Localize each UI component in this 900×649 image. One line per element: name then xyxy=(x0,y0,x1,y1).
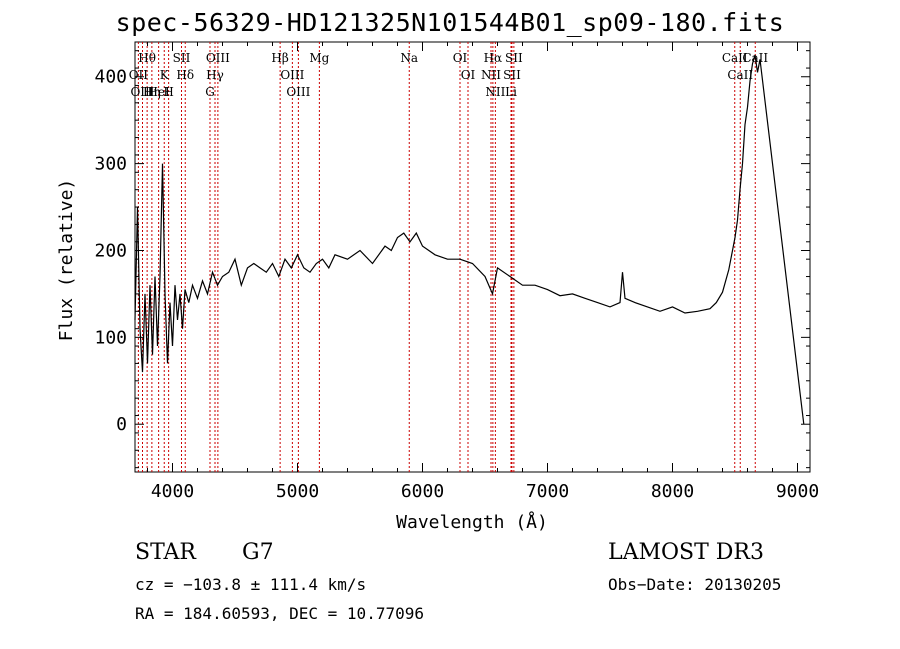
emission-line-label-23: SII xyxy=(505,51,523,65)
emission-line-label-10: Hγ xyxy=(206,68,224,82)
chart-title: spec-56329-HD121325N101544B01_sp09-180.f… xyxy=(115,8,785,37)
emission-line-label-16: Na xyxy=(400,51,418,65)
y-tick-label-1: 100 xyxy=(94,327,127,348)
emission-line-label-24: Li xyxy=(505,85,517,99)
x-tick-label-1: 5000 xyxy=(276,481,319,502)
emission-line-label-11: G xyxy=(205,85,215,99)
x-tick-label-4: 8000 xyxy=(651,481,694,502)
emission-line-label-9: OIII xyxy=(206,51,230,65)
emission-line-label-1: OII xyxy=(129,68,149,82)
emission-line-label-18: OI xyxy=(461,68,476,82)
object-class: STAR xyxy=(135,540,196,565)
y-tick-label-2: 200 xyxy=(94,240,127,261)
emission-line-label-8: Hδ xyxy=(176,68,194,82)
emission-line-label-15: Mg xyxy=(309,51,329,65)
emission-line-label-25: CaII xyxy=(722,51,748,65)
y-axis-label: Flux (relative) xyxy=(56,179,77,342)
emission-line-label-2: OIII xyxy=(130,85,154,99)
observation-date: Obs−Date: 20130205 xyxy=(608,575,782,594)
emission-lines-layer xyxy=(137,42,756,472)
emission-line-label-17: OI xyxy=(453,51,468,65)
y-tick-label-3: 300 xyxy=(94,154,127,175)
emission-line-label-26: CaII xyxy=(727,68,753,82)
emission-line-label-7: H xyxy=(163,85,173,99)
x-tick-label-5: 9000 xyxy=(776,481,819,502)
emission-line-label-21: NII xyxy=(485,85,505,99)
coordinates-info: RA = 184.60593, DEC = 10.77096 xyxy=(135,604,424,623)
plot-frame xyxy=(134,41,811,473)
emission-line-label-5: Hη xyxy=(143,85,161,99)
object-subclass: G7 xyxy=(242,540,274,565)
survey-name: LAMOST DR3 xyxy=(608,540,764,565)
emission-line-label-12: Hβ xyxy=(271,51,288,65)
emission-line-label-20: NII xyxy=(481,68,501,82)
y-tick-label-0: 0 xyxy=(116,414,127,435)
emission-line-label-4: HeI xyxy=(147,85,170,99)
emission-line-label-19: Hα xyxy=(484,51,503,65)
y-tick-label-4: 400 xyxy=(94,67,127,88)
emission-line-label-6: SII xyxy=(173,51,191,65)
emission-line-label-0: Hθ xyxy=(138,51,156,65)
emission-line-label-14: OIII xyxy=(286,85,310,99)
emission-line-label-3: K xyxy=(160,68,170,82)
axis-ticks-layer: 4000 5000 6000 7000 8000 9000 0 100 200 300 400 xyxy=(94,42,819,502)
x-tick-label-2: 6000 xyxy=(401,481,444,502)
spectrum-series-line xyxy=(134,54,805,425)
x-tick-label-3: 7000 xyxy=(526,481,569,502)
x-tick-label-0: 4000 xyxy=(151,481,194,502)
x-axis-label: Wavelength (Å) xyxy=(396,511,548,533)
emission-line-label-22: SII xyxy=(503,68,521,82)
emission-line-label-13: OIII xyxy=(280,68,304,82)
redshift-info: cz = −103.8 ± 111.4 km/s xyxy=(135,575,367,594)
